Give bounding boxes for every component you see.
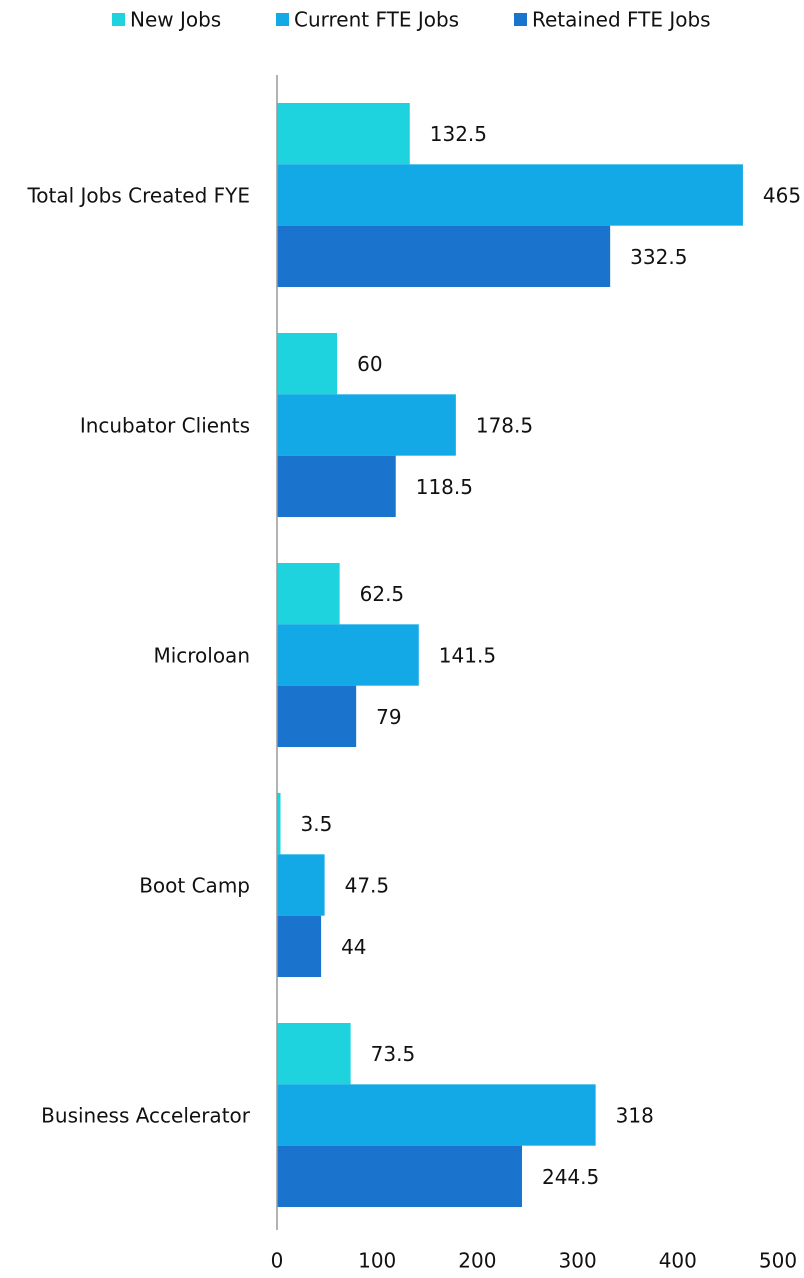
- data-label: 62.5: [360, 582, 405, 606]
- x-tick-label: 200: [458, 1249, 496, 1273]
- bar: [277, 563, 340, 625]
- x-tick-label: 400: [659, 1249, 697, 1273]
- data-label: 244.5: [542, 1165, 599, 1189]
- legend-label: Retained FTE Jobs: [532, 8, 711, 32]
- bar: [277, 1023, 351, 1085]
- data-label: 141.5: [439, 644, 496, 668]
- y-tick-label: Business Accelerator: [41, 1104, 251, 1128]
- legend-label: Current FTE Jobs: [294, 8, 459, 32]
- bar: [277, 164, 743, 226]
- bar: [277, 1084, 596, 1146]
- bar: [277, 685, 357, 747]
- bar: [277, 394, 456, 456]
- bar: [277, 854, 325, 916]
- x-tick-label: 500: [759, 1249, 797, 1273]
- data-label: 79: [376, 705, 401, 729]
- y-tick-label: Boot Camp: [139, 874, 250, 898]
- data-label: 3.5: [301, 812, 333, 836]
- data-label: 118.5: [416, 475, 473, 499]
- bar: [277, 455, 396, 517]
- x-tick-label: 0: [271, 1249, 284, 1273]
- data-label: 318: [616, 1104, 654, 1128]
- y-tick-label: Incubator Clients: [80, 414, 250, 438]
- data-label: 47.5: [345, 874, 390, 898]
- legend-swatch: [276, 13, 289, 26]
- y-tick-label: Microloan: [153, 644, 250, 668]
- y-tick-label: Total Jobs Created FYE: [26, 184, 250, 208]
- data-label: 44: [341, 935, 366, 959]
- bar: [277, 333, 338, 395]
- data-label: 132.5: [430, 122, 487, 146]
- legend-swatch: [112, 13, 125, 26]
- bar: [277, 915, 322, 977]
- data-label: 73.5: [371, 1042, 416, 1066]
- data-label: 332.5: [630, 245, 687, 269]
- x-tick-label: 300: [559, 1249, 597, 1273]
- bar: [277, 1145, 522, 1207]
- x-tick-label: 100: [358, 1249, 396, 1273]
- legend-swatch: [514, 13, 527, 26]
- bar: [277, 225, 611, 287]
- bar: [277, 103, 410, 165]
- legend-label: New Jobs: [130, 8, 221, 32]
- bar: [277, 793, 281, 855]
- bar: [277, 624, 419, 686]
- data-label: 178.5: [476, 414, 533, 438]
- data-label: 465: [763, 184, 801, 208]
- data-label: 60: [357, 352, 382, 376]
